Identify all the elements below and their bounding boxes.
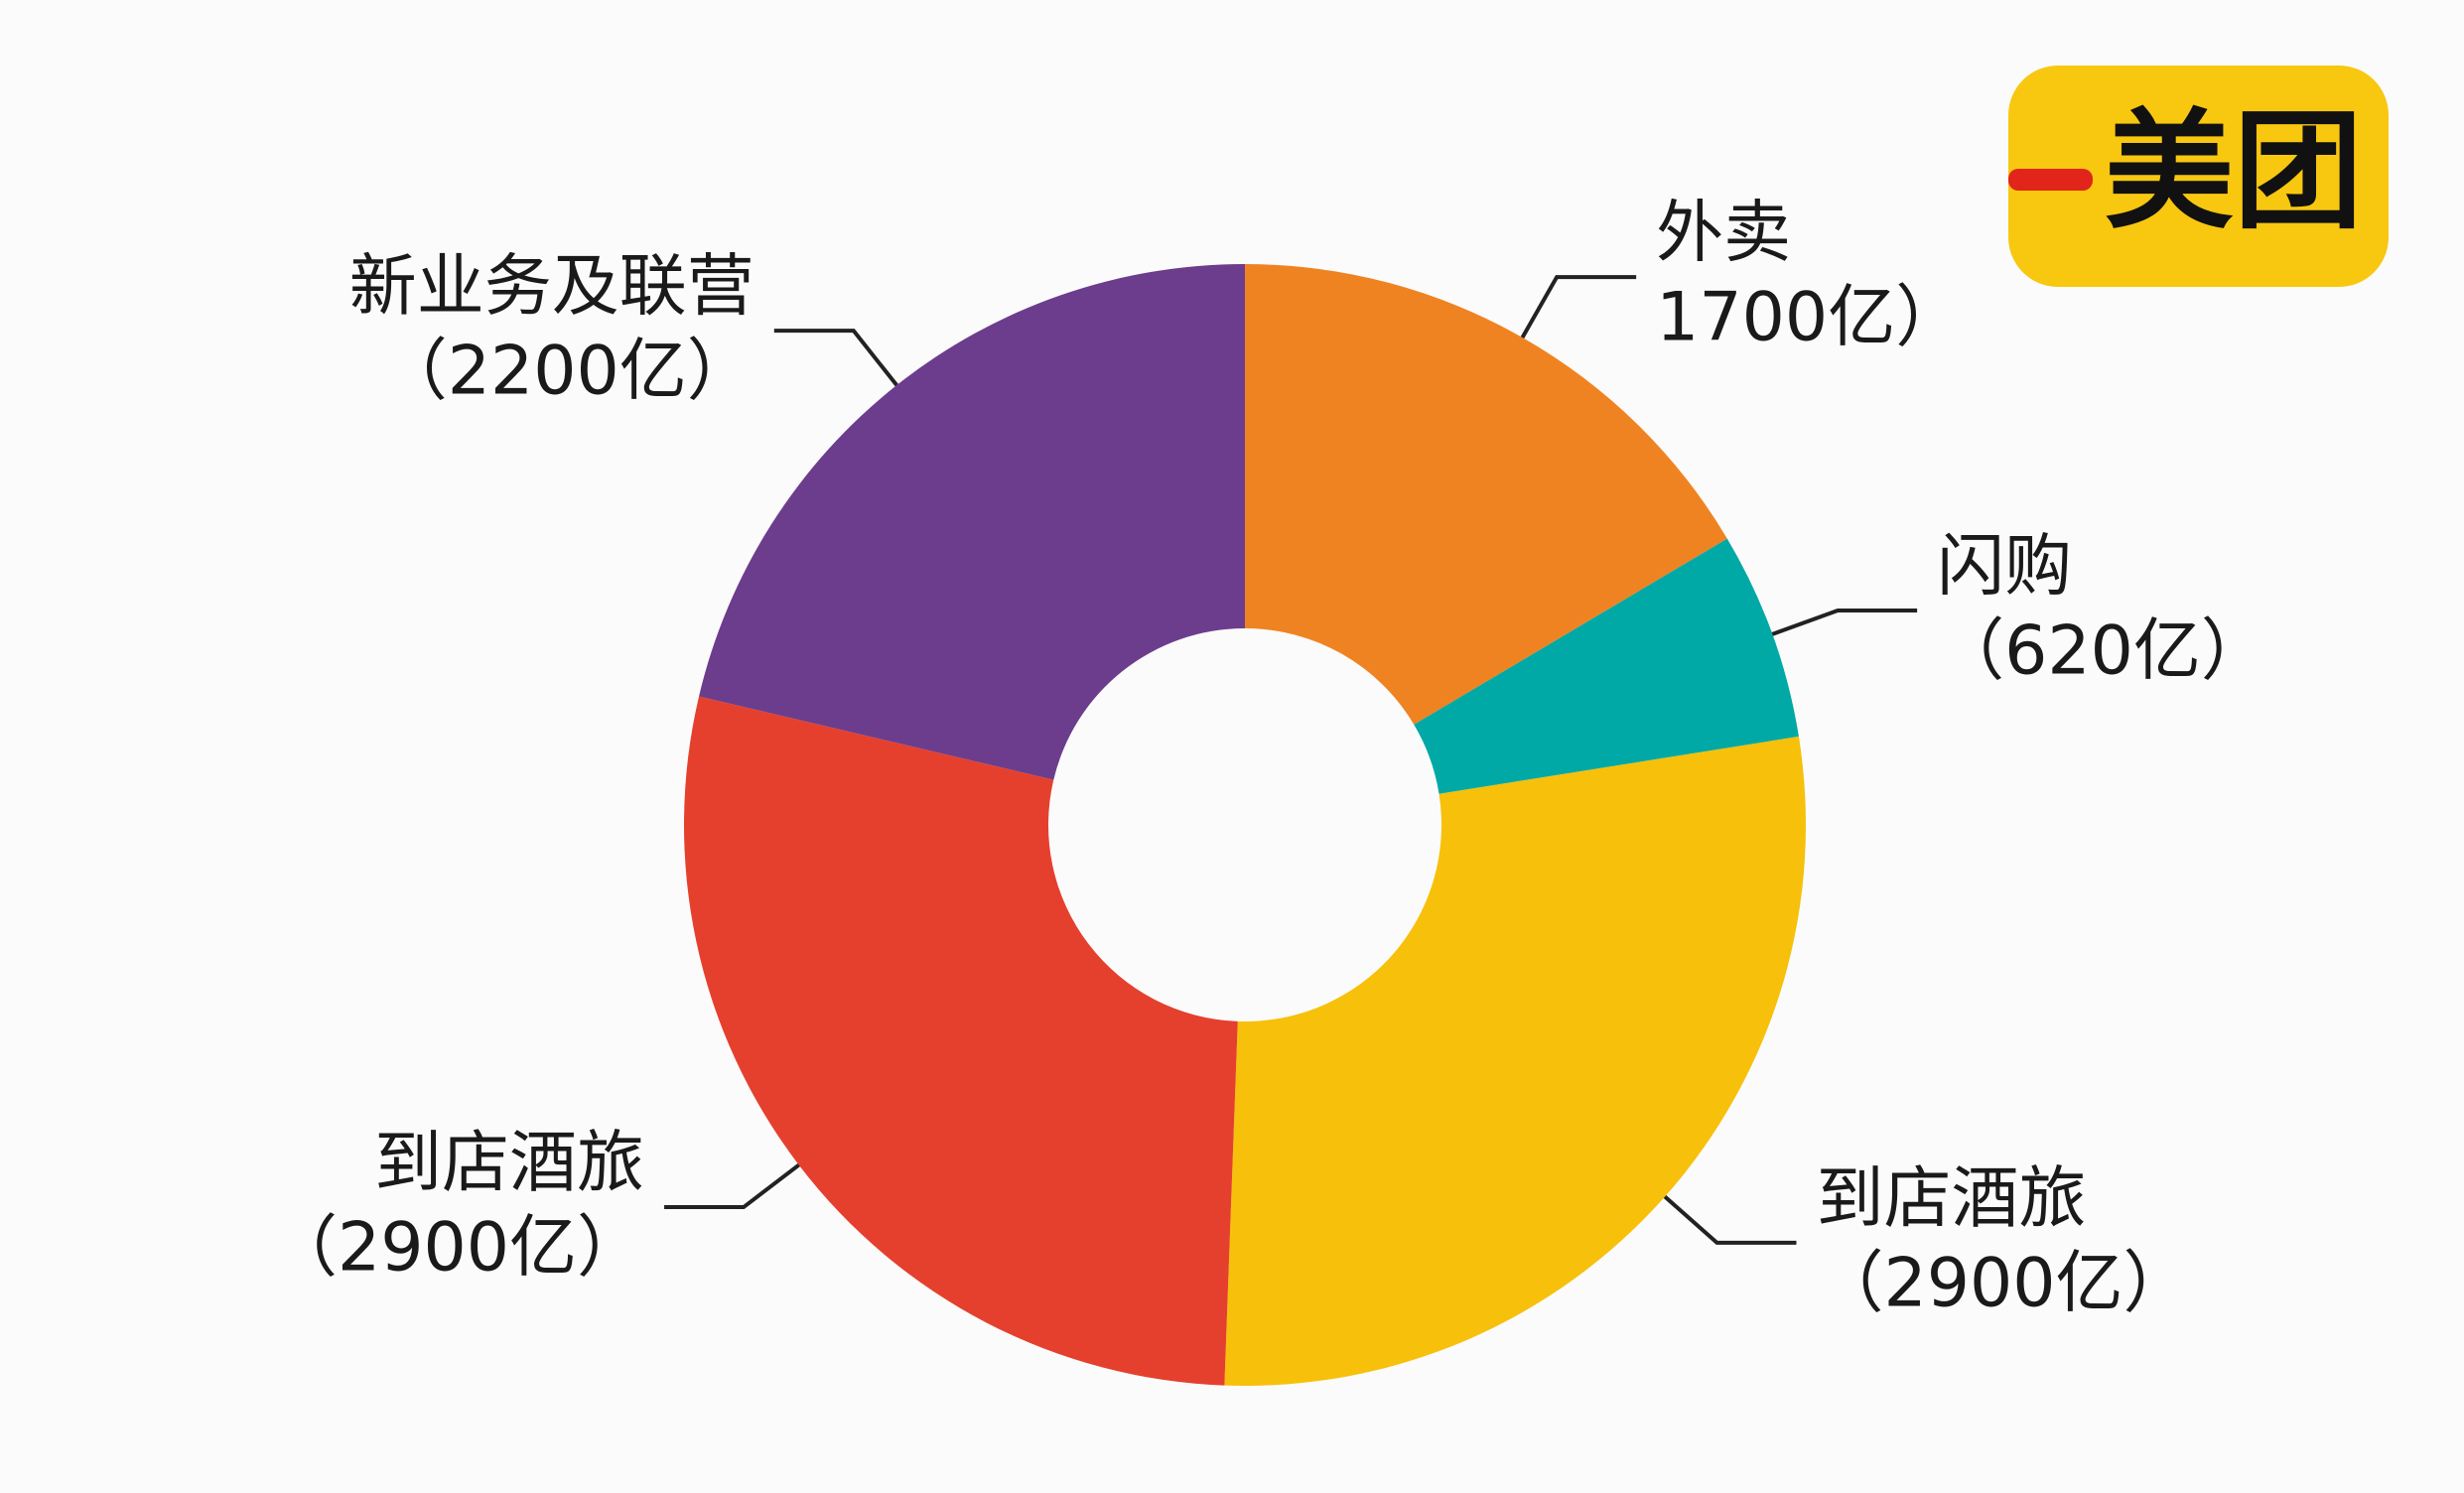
slice-label: 外卖 (1656, 195, 1791, 273)
slice-label: 到店酒旅 (1817, 1159, 2087, 1238)
pie-slice (699, 264, 1245, 780)
leader-line (1520, 275, 1637, 339)
logo-text: 美团 (2105, 96, 2363, 247)
value-label: （620亿） (1937, 612, 2268, 691)
leader-line (664, 1162, 800, 1210)
logo-badge: 美团 (2008, 66, 2389, 287)
logo-background (2008, 66, 2389, 287)
leader-line (773, 329, 898, 387)
pie-slice (1245, 264, 1727, 725)
value-label: （2900亿） (270, 1209, 644, 1288)
value-label: （2200亿） (380, 333, 754, 411)
slice-label: 闪购 (1937, 528, 2072, 607)
pie-slice (683, 696, 1238, 1386)
leader-line (1663, 1194, 1797, 1245)
leader-line (1771, 609, 1918, 636)
pie-slice (1414, 538, 1799, 794)
value-label: 1700亿） (1656, 279, 1963, 357)
logo-stripe (2008, 169, 2093, 191)
pie-slice (1224, 736, 1807, 1386)
value-label: （2900亿） (1817, 1244, 2191, 1322)
slice-label: 到店酒旅 (374, 1125, 644, 1203)
slice-label: 新业务及联营 (349, 248, 754, 327)
